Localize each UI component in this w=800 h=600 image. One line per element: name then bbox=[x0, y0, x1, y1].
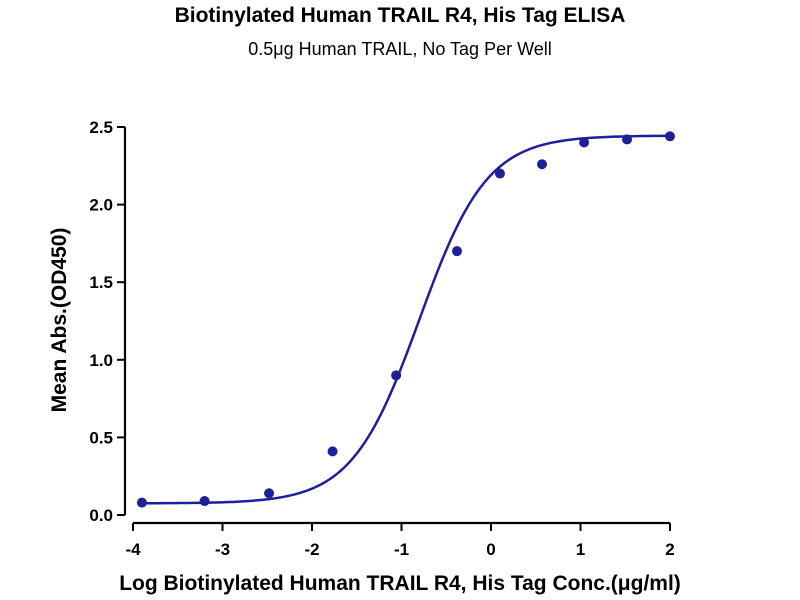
chart-subtitle: 0.5μg Human TRAIL, No Tag Per Well bbox=[248, 39, 552, 59]
y-tick-label: 0.5 bbox=[89, 428, 113, 447]
x-axis-label: Log Biotinylated Human TRAIL R4, His Tag… bbox=[119, 572, 681, 595]
data-point bbox=[579, 137, 590, 148]
y-tick-label: 2.5 bbox=[89, 118, 113, 137]
fit-curve bbox=[141, 134, 671, 505]
y-tick-label: 1.5 bbox=[89, 273, 113, 292]
data-point bbox=[136, 497, 147, 508]
data-point bbox=[264, 488, 275, 499]
x-tick-label: -3 bbox=[215, 540, 230, 559]
chart-title: Biotinylated Human TRAIL R4, His Tag ELI… bbox=[175, 4, 626, 27]
x-tick-label: 1 bbox=[576, 540, 585, 559]
x-tick-label: 2 bbox=[665, 540, 674, 559]
x-tick-label: -4 bbox=[125, 540, 141, 559]
data-point bbox=[327, 446, 338, 457]
data-point bbox=[537, 159, 548, 170]
data-point bbox=[199, 496, 210, 507]
data-point bbox=[665, 131, 675, 142]
plot-area: 0.0 0.5 1.0 1.5 2.0 2.5 -4 -3 -2 -1 0 1 2 bbox=[89, 118, 675, 559]
data-point bbox=[622, 134, 633, 145]
x-tick-label: 0 bbox=[486, 540, 495, 559]
x-tick-label: -2 bbox=[304, 540, 319, 559]
y-tick-label: 2.0 bbox=[89, 196, 113, 215]
y-axis-label: Mean Abs.(OD450) bbox=[48, 228, 71, 413]
y-tick-label: 0.0 bbox=[89, 506, 113, 525]
data-point bbox=[391, 370, 402, 381]
data-point bbox=[494, 168, 505, 179]
data-point bbox=[451, 246, 462, 257]
y-tick-label: 1.0 bbox=[89, 351, 113, 370]
x-tick-label: -1 bbox=[394, 540, 409, 559]
